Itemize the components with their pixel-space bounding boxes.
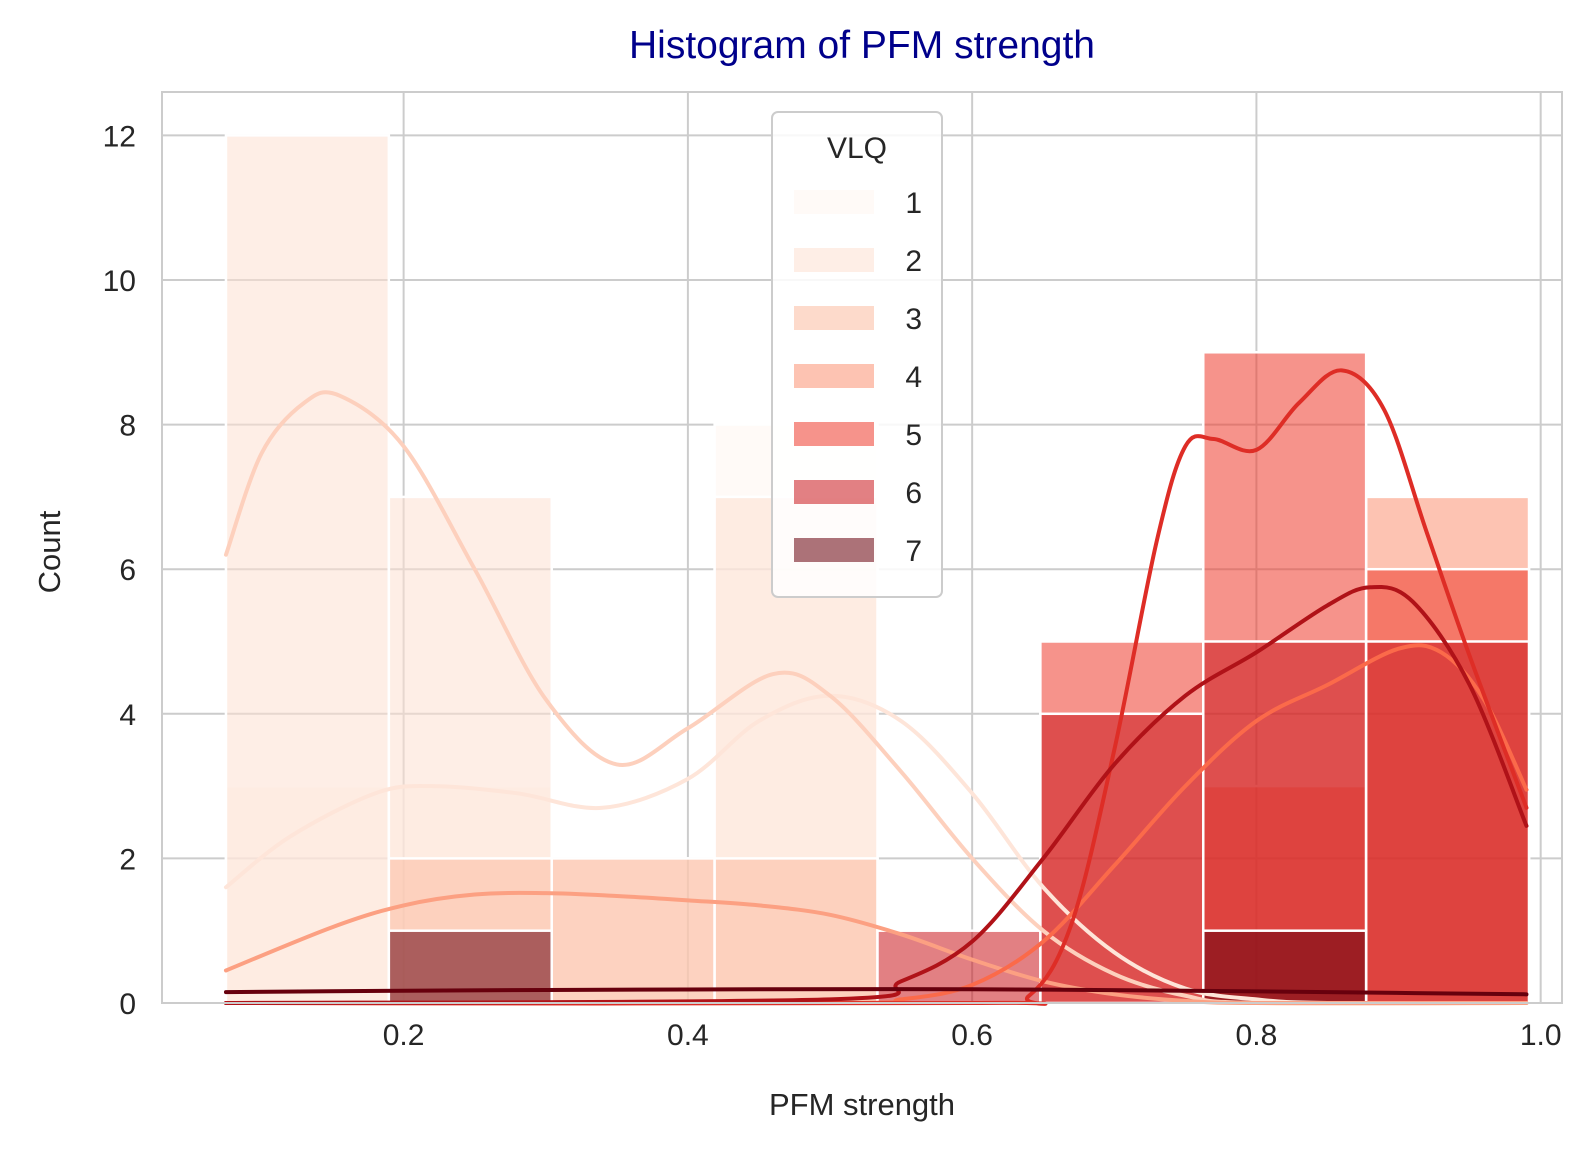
legend-box — [771, 111, 943, 598]
legend-label: 3 — [905, 303, 922, 336]
kde-line — [223, 584, 1529, 1005]
y-tick-label: 4 — [119, 699, 136, 732]
x-tick-label: 1.0 — [1520, 1019, 1562, 1052]
legend-label: 4 — [905, 361, 922, 394]
legend-label: 1 — [905, 187, 922, 220]
kde-line — [223, 693, 1529, 1006]
legend-label: 7 — [905, 535, 922, 568]
kde-line — [223, 390, 1529, 1006]
legend-label: 6 — [905, 477, 922, 510]
y-tick-label: 0 — [119, 988, 136, 1021]
x-tick-label: 0.4 — [667, 1019, 709, 1052]
y-tick-label: 10 — [103, 265, 136, 298]
y-tick-label: 6 — [119, 554, 136, 587]
x-tick-label: 0.6 — [951, 1019, 993, 1052]
plot-frame — [161, 91, 1563, 1004]
legend-label: 2 — [905, 245, 922, 278]
x-tick-label: 0.8 — [1236, 1019, 1278, 1052]
legend-swatch — [794, 248, 874, 272]
histogram-bar — [876, 929, 1042, 1005]
legend: VLQ 1 2 3 4 5 6 7 — [771, 111, 943, 598]
legend-swatch — [794, 422, 874, 446]
histogram-bar — [550, 857, 716, 1005]
x-axis-label: PFM strength — [768, 1087, 956, 1122]
legend-swatch — [794, 538, 874, 562]
legend-swatch — [794, 190, 874, 214]
histogram-bar — [224, 134, 391, 1005]
histogram-bar — [1364, 640, 1531, 1005]
y-tick-label: 8 — [119, 410, 136, 443]
legend-swatch — [794, 480, 874, 504]
x-tick-label: 0.2 — [383, 1019, 425, 1052]
kde-line — [223, 987, 1529, 997]
legend-label: 5 — [905, 419, 922, 452]
chart-title: Histogram of PFM strength — [629, 24, 1095, 67]
histogram-bar — [713, 857, 879, 1005]
legend-title: VLQ — [827, 132, 887, 165]
kde-line — [223, 890, 1529, 1006]
legend-swatch — [794, 306, 874, 330]
y-axis-label: Count — [32, 510, 67, 594]
legend-swatch — [794, 364, 874, 388]
y-tick-label: 2 — [119, 843, 136, 876]
y-tick-label: 12 — [103, 120, 136, 153]
